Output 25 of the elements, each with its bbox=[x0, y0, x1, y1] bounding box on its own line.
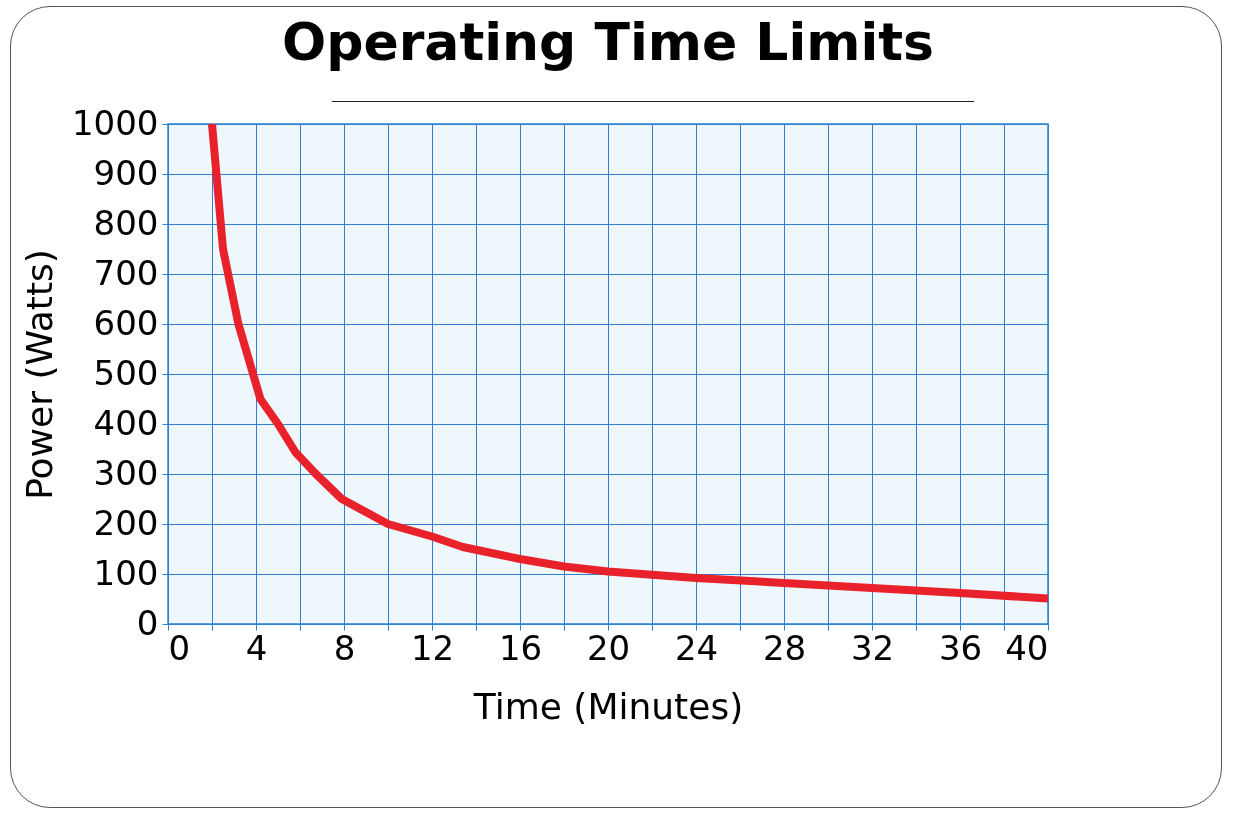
x-tick-label: 40 bbox=[1005, 627, 1049, 668]
x-axis-title: Time (Minutes) bbox=[472, 685, 744, 727]
y-tick-label: 200 bbox=[93, 502, 159, 543]
x-tick-label: 20 bbox=[586, 627, 631, 668]
y-tick-label: 800 bbox=[93, 202, 159, 243]
y-tick-label: 600 bbox=[93, 302, 159, 343]
y-tick-label: 500 bbox=[93, 352, 159, 393]
x-tick-label: 0 bbox=[168, 627, 191, 668]
y-tick-label: 300 bbox=[93, 452, 159, 493]
chart-title: Operating Time Limits bbox=[281, 12, 935, 72]
x-tick-label: 8 bbox=[333, 627, 356, 668]
x-tick-label: 28 bbox=[762, 627, 807, 668]
y-tick-label: 400 bbox=[93, 402, 159, 443]
x-tick-label: 36 bbox=[938, 627, 983, 668]
x-tick-label: 32 bbox=[850, 627, 895, 668]
y-tick-label: 0 bbox=[136, 602, 159, 643]
y-tick-label: 700 bbox=[93, 252, 159, 293]
y-axis-title: Power (Watts) bbox=[18, 249, 60, 500]
x-tick-label: 24 bbox=[674, 627, 719, 668]
y-tick-label: 100 bbox=[93, 552, 159, 593]
x-tick-label: 4 bbox=[245, 627, 268, 668]
y-tick-label: 1000 bbox=[71, 102, 159, 143]
y-tick-label: 900 bbox=[93, 152, 159, 193]
x-tick-label: 12 bbox=[410, 627, 455, 668]
x-tick-label: 16 bbox=[498, 627, 543, 668]
